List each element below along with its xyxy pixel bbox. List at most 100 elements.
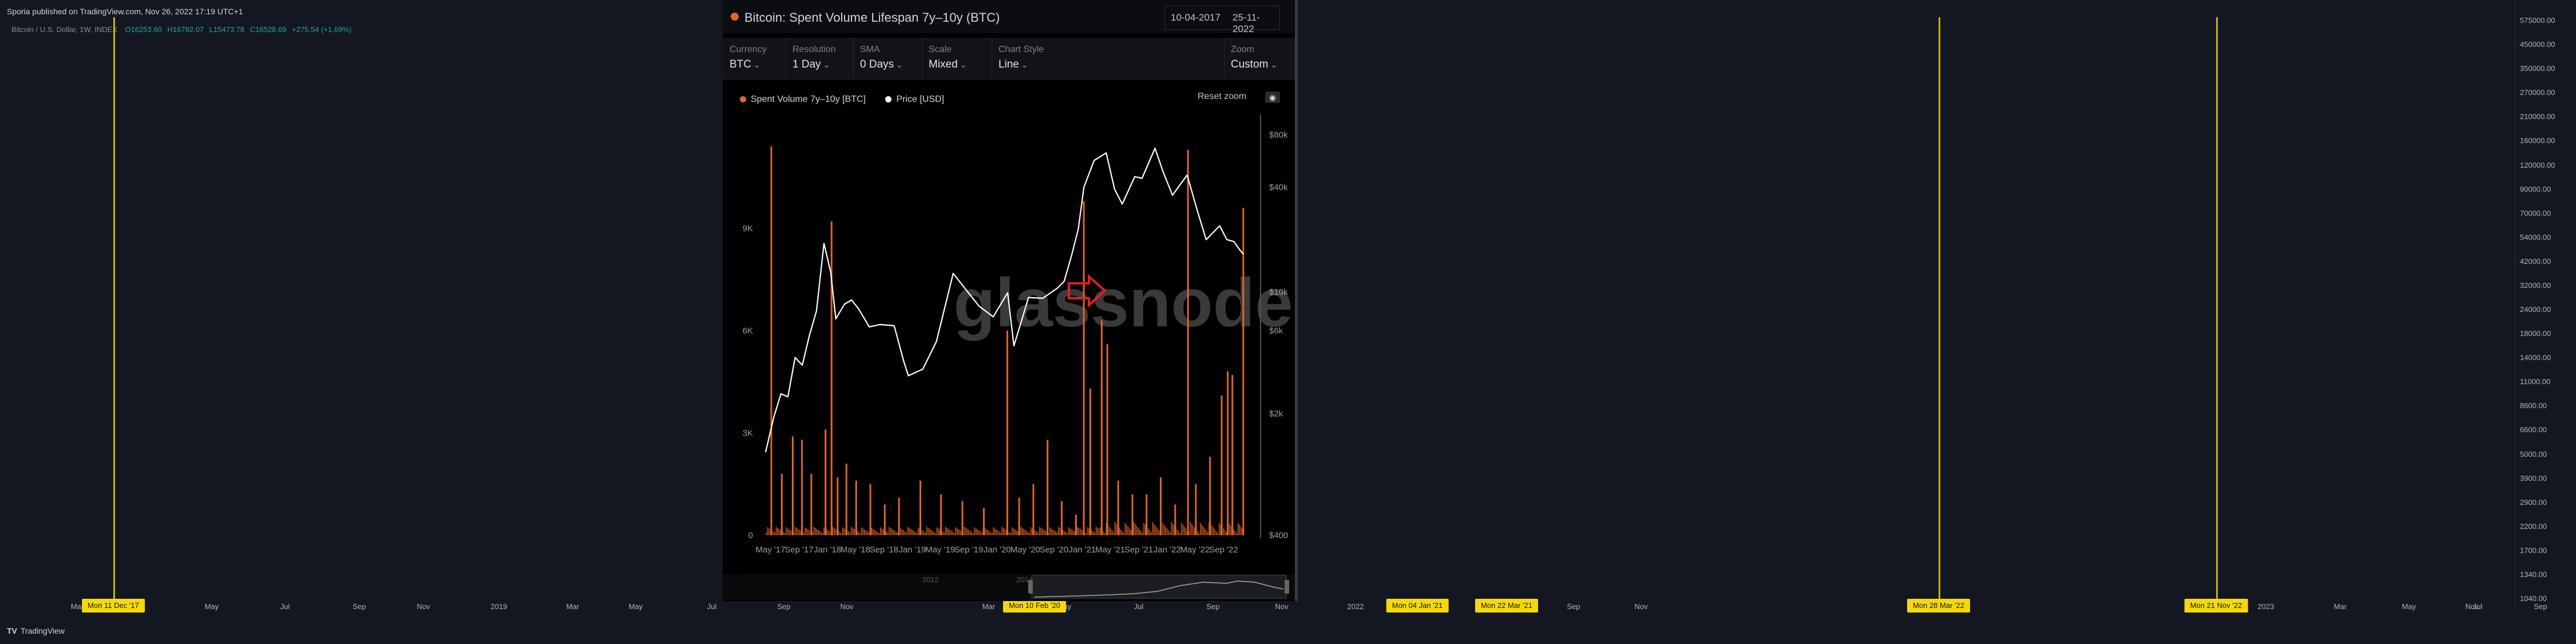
volume-bar-small — [998, 531, 1000, 535]
scale-select[interactable]: Scale Mixed — [929, 45, 966, 71]
volume-bar-small — [1203, 526, 1204, 535]
volume-bar-small — [897, 533, 898, 535]
x-tick: Jan '19 — [898, 545, 926, 555]
volume-bar-small — [787, 528, 788, 535]
volume-bar-small — [854, 528, 855, 535]
time-axis-label: May — [2401, 602, 2416, 611]
volume-bar-small — [783, 532, 784, 535]
volume-bar-small — [1080, 528, 1081, 535]
volume-bar-small — [1100, 527, 1101, 535]
volume-bar-small — [993, 527, 994, 535]
volume-bar-small — [1226, 532, 1227, 535]
y-left-tick: 3K — [743, 428, 753, 438]
navigator-handle-left[interactable] — [1028, 580, 1033, 594]
volume-bar-small — [917, 527, 919, 535]
volume-bar-small — [1181, 523, 1182, 535]
time-axis-label: 2022 — [1347, 602, 1364, 611]
volume-bar-small — [1087, 527, 1088, 535]
legend-swatch — [740, 96, 746, 102]
volume-bar — [801, 440, 803, 535]
volume-bar-small — [1071, 529, 1072, 535]
price-scale-tick: 1040.00 — [2520, 594, 2547, 603]
volume-bar-small — [1214, 529, 1215, 535]
zoom-select[interactable]: Zoom Custom — [1231, 45, 1277, 71]
x-tick: Jan '22 — [1154, 545, 1181, 555]
volume-bar — [810, 473, 813, 535]
volume-bar-small — [1212, 527, 1214, 535]
navigator-handle-right[interactable] — [1285, 580, 1289, 594]
price-scale[interactable]: 575000.00 450000.00 350000.00 270000.00 2100… — [2515, 0, 2576, 607]
volume-bar-small — [766, 533, 767, 535]
y-right-tick: $10k — [1269, 287, 1288, 297]
volume-bar-small — [1065, 532, 1067, 535]
volume-bar-small — [786, 527, 787, 535]
high-value: H16792.07 — [167, 25, 204, 34]
time-axis-label: Nov — [840, 602, 854, 611]
x-tick: May '17 — [756, 545, 786, 555]
volume-bar-small — [1130, 530, 1132, 535]
volume-bar-small — [990, 532, 991, 535]
time-axis[interactable]: Mar May Jul Sep Nov 2019 Mar May Jul Sep Nov Mar May… — [0, 595, 2547, 613]
currency-select[interactable]: Currency BTC — [730, 45, 767, 71]
volume-bar-small — [826, 529, 827, 535]
volume-bar-small — [1184, 526, 1185, 535]
volume-bar-small — [1154, 524, 1155, 535]
reset-zoom-button[interactable]: Reset zoom — [1198, 92, 1247, 101]
volume-bar-small — [946, 528, 948, 535]
x-tick: Jan '21 — [1068, 545, 1096, 555]
volume-bar-small — [1201, 524, 1203, 535]
volume-bar-small — [774, 532, 775, 535]
marker-line — [1939, 17, 1940, 604]
camera-icon[interactable]: ◉ — [1265, 92, 1280, 103]
navigator-year-label: 2012 — [922, 575, 939, 584]
volume-bar-small — [861, 527, 862, 535]
volume-bar-small — [784, 533, 786, 535]
resolution-select[interactable]: Resolution 1 Day — [792, 45, 836, 71]
time-axis-highlight: Mon 04 Jan '21 — [1386, 599, 1449, 613]
volume-bar-small — [843, 528, 845, 535]
volume-bar-small — [1239, 524, 1241, 535]
volume-bar-small — [978, 530, 980, 535]
volume-bar-small — [1182, 524, 1184, 535]
y-right-tick: $2k — [1269, 409, 1283, 419]
volume-bar — [1100, 320, 1103, 535]
x-tick: Sep '18 — [870, 545, 898, 555]
navigator-selection[interactable] — [1031, 575, 1287, 599]
volume-bar-small — [1002, 528, 1004, 535]
volume-bar-small — [1068, 527, 1069, 535]
time-axis-label: Sep — [1567, 602, 1580, 611]
volume-bar-small — [891, 528, 893, 535]
volume-bar-small — [1211, 526, 1212, 535]
volume-bar-small — [980, 531, 981, 535]
volume-bar-small — [1088, 528, 1089, 535]
chart-style-select[interactable]: Chart Style Line — [998, 45, 1044, 71]
volume-bar — [1089, 388, 1092, 535]
legend-item-spent-volume[interactable]: Spent Volume 7y–10y [BTC] — [740, 94, 866, 104]
time-axis-label: Sep — [352, 602, 366, 611]
sma-select[interactable]: SMA 0 Days — [860, 45, 903, 71]
volume-bar-small — [1135, 524, 1136, 535]
volume-bar-small — [768, 528, 770, 535]
price-scale-tick: 120000.00 — [2520, 160, 2555, 169]
legend-item-price[interactable]: Price [USD] — [885, 94, 944, 104]
volume-bar-small — [961, 531, 962, 535]
time-axis-label: Nov — [1634, 602, 1648, 611]
volume-bar-small — [923, 531, 925, 535]
volume-bar-small — [1069, 528, 1071, 535]
volume-bar-small — [1142, 533, 1143, 535]
range-navigator[interactable]: 201220142016201820202022 — [723, 574, 1295, 600]
tradingview-footer[interactable]: TV TradingView — [7, 626, 65, 635]
volume-bar-small — [807, 529, 809, 535]
symbol-name[interactable]: Bitcoin / U.S. Dollar, 1W, INDEX — [11, 25, 117, 34]
volume-bar — [982, 508, 985, 535]
x-tick: Sep '19 — [954, 545, 983, 555]
volume-bar-small — [930, 530, 932, 535]
volume-bar — [1061, 501, 1063, 535]
marker-line — [113, 17, 115, 604]
price-scale-tick: 32000.00 — [2520, 280, 2551, 290]
volume-bar-small — [960, 530, 961, 535]
volume-bar-small — [1237, 523, 1239, 535]
price-scale-tick: 90000.00 — [2520, 184, 2551, 193]
date-range-picker[interactable]: 10-04-2017 25-11-2022 — [1164, 6, 1280, 34]
volume-bar-small — [862, 528, 864, 535]
